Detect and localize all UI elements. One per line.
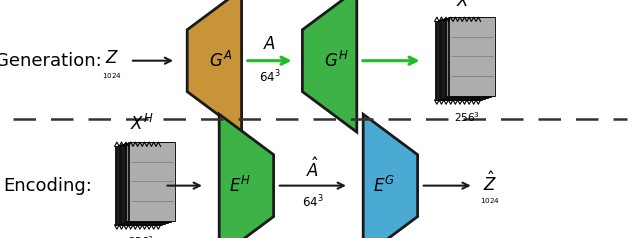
Bar <box>436 21 482 100</box>
Bar <box>447 17 493 96</box>
Bar <box>435 21 481 100</box>
Polygon shape <box>188 0 242 132</box>
Bar <box>436 21 483 99</box>
Text: $\hat{Z}$: $\hat{Z}$ <box>483 171 497 195</box>
Text: $_{1024}$: $_{1024}$ <box>479 196 500 206</box>
Text: $\hat{X}^H$: $\hat{X}^H$ <box>456 0 479 11</box>
Bar <box>120 145 166 223</box>
Bar <box>118 145 164 224</box>
Text: $X^H$: $X^H$ <box>129 114 154 134</box>
Text: $A$: $A$ <box>263 35 276 53</box>
Text: Encoding:: Encoding: <box>4 177 92 195</box>
Polygon shape <box>303 0 357 132</box>
Text: $256^3$: $256^3$ <box>129 235 154 238</box>
Text: $64^3$: $64^3$ <box>259 69 280 86</box>
Bar <box>441 20 487 98</box>
Polygon shape <box>219 114 274 238</box>
Bar <box>440 20 486 98</box>
Text: $G^A$: $G^A$ <box>209 51 232 71</box>
Text: $E^H$: $E^H$ <box>229 176 251 196</box>
Bar <box>122 144 168 223</box>
Text: $256^3$: $256^3$ <box>454 110 480 124</box>
Polygon shape <box>364 114 417 238</box>
Bar <box>449 17 495 96</box>
Bar <box>447 18 493 96</box>
Bar <box>127 143 173 221</box>
Text: $_{1024}$: $_{1024}$ <box>102 71 122 81</box>
Text: Generation:: Generation: <box>0 52 101 70</box>
Text: $E^G$: $E^G$ <box>373 176 395 196</box>
Bar <box>125 143 172 222</box>
Text: $Z$: $Z$ <box>105 50 119 67</box>
Bar <box>444 19 490 97</box>
Bar <box>119 145 165 223</box>
Text: $G^H$: $G^H$ <box>324 51 348 71</box>
Bar <box>445 18 492 97</box>
Bar <box>124 144 170 222</box>
Bar <box>444 19 490 97</box>
Bar <box>127 142 173 221</box>
Bar <box>438 20 484 99</box>
Bar <box>116 146 162 225</box>
Bar <box>121 144 167 223</box>
Bar <box>129 142 175 221</box>
Bar <box>442 19 488 98</box>
Text: $\hat{A}$: $\hat{A}$ <box>306 157 319 181</box>
Bar <box>115 146 161 225</box>
Bar <box>439 20 485 99</box>
Bar <box>124 144 170 222</box>
Bar <box>116 146 163 224</box>
Text: $64^3$: $64^3$ <box>302 194 324 211</box>
